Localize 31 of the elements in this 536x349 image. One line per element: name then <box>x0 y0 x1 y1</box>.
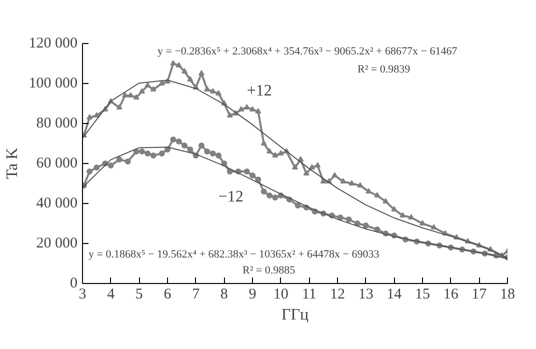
x-tick-label: 18 <box>500 286 515 302</box>
x-tick-label: 7 <box>192 286 200 302</box>
y-tick-label: 20 000 <box>36 236 78 252</box>
x-tick-label: 15 <box>415 286 430 302</box>
x-tick-label: 13 <box>358 286 374 302</box>
series-label: +12 <box>246 82 272 100</box>
x-tick-label: 11 <box>302 286 316 302</box>
x-tick-label: 8 <box>220 286 228 302</box>
x-axis-title: ГГц <box>281 306 309 324</box>
x-tick-label: 12 <box>330 286 345 302</box>
x-tick-label: 4 <box>107 286 116 302</box>
annotation: R² = 0.9885 <box>242 264 296 276</box>
y-tick-label: 100 000 <box>28 76 78 92</box>
x-tick-label: 10 <box>273 286 288 302</box>
x-tick-label: 3 <box>78 286 86 302</box>
annotation: R² = 0.9839 <box>358 64 411 76</box>
x-tick-label: 17 <box>472 286 488 302</box>
x-tick-label: 16 <box>443 286 459 302</box>
annotation: y = −0.2836x⁵ + 2.3068x⁴ + 354.76x³ − 9065.2x² + 68677x − 61467 <box>158 46 458 58</box>
y-tick-label: 60 000 <box>36 156 78 172</box>
y-tick-label: 120 000 <box>28 36 78 52</box>
x-tick-label: 9 <box>248 286 256 302</box>
x-tick-label: 6 <box>164 286 172 302</box>
x-tick-label: 5 <box>135 286 143 302</box>
y-axis-title: Ta K <box>4 147 21 180</box>
y-tick-label: 40 000 <box>36 196 78 212</box>
y-tick-label: 0 <box>70 276 78 292</box>
x-tick-label: 14 <box>386 286 402 302</box>
y-tick-label: 80 000 <box>36 116 78 132</box>
series-label: −12 <box>218 188 244 206</box>
annotation: y = 0.1868x⁵ − 19.562x⁴ + 682.38x³ − 10365x² + 64478x − 69033 <box>88 248 380 260</box>
